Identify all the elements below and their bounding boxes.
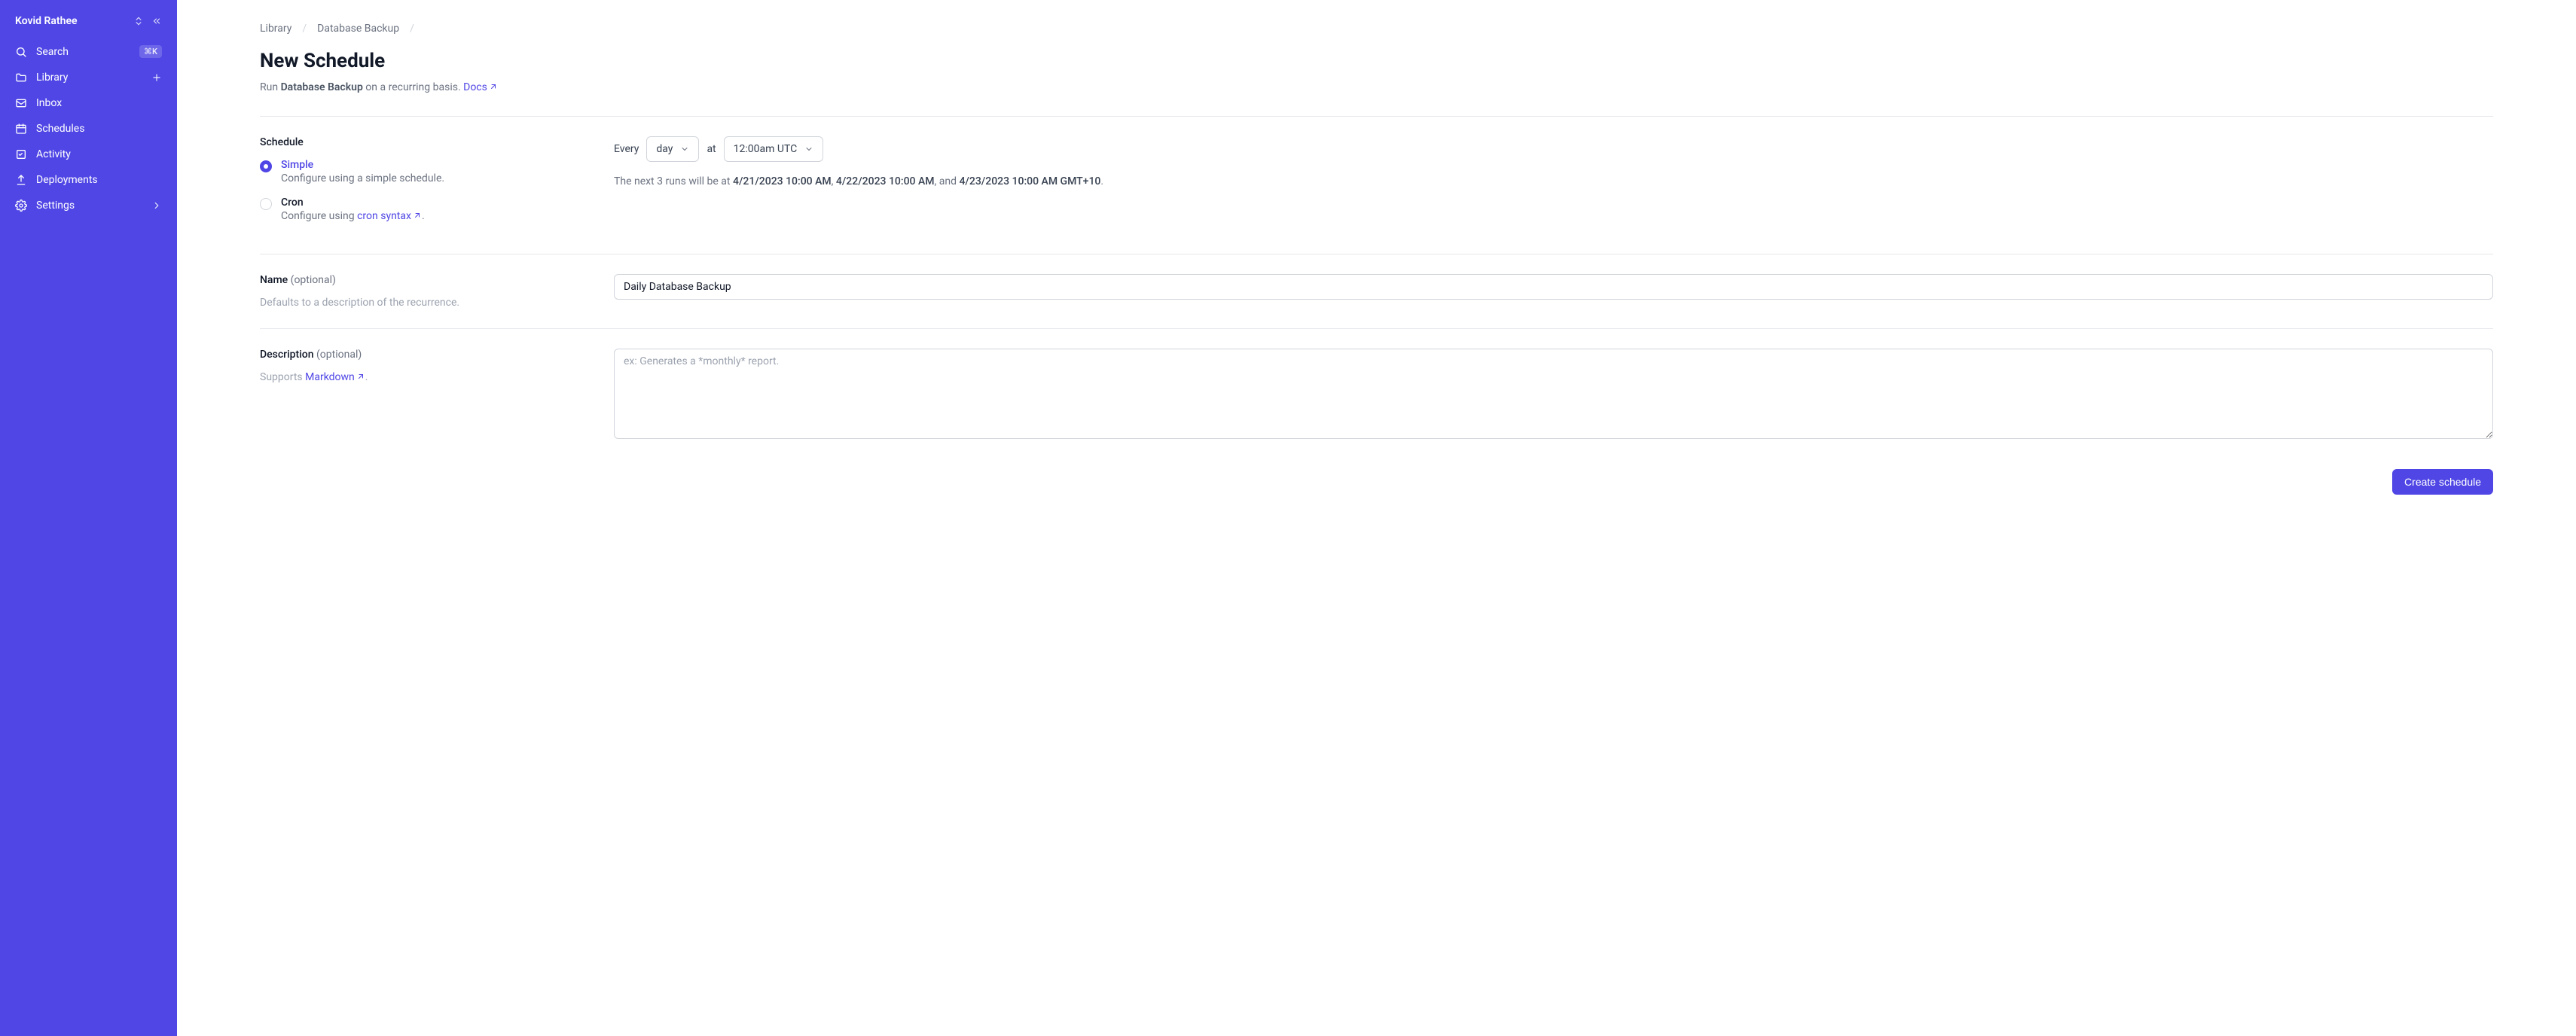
search-icon	[15, 46, 27, 58]
radio-cron-desc: Configure using cron syntax.	[281, 210, 425, 222]
description-label: Description	[260, 349, 314, 361]
sidebar-item-label: Search	[36, 46, 130, 58]
folder-icon	[15, 72, 27, 84]
search-shortcut: ⌘K	[139, 45, 162, 58]
description-optional: (optional)	[314, 349, 362, 361]
schedule-section-right: Every day at 12:00am UTC The next 3 runs…	[614, 136, 2493, 234]
upload-icon	[15, 174, 27, 186]
sidebar-item-label: Activity	[36, 148, 162, 160]
description-section: Description (optional) Supports Markdown…	[260, 328, 2493, 462]
at-label: at	[707, 143, 716, 155]
markdown-link[interactable]: Markdown	[305, 371, 365, 383]
sidebar-item-search[interactable]: Search ⌘K	[8, 39, 169, 64]
next-run-1: 4/21/2023 10:00 AM	[733, 175, 832, 187]
next-run-3: 4/23/2023 10:00 AM GMT+10	[959, 175, 1100, 187]
sidebar-item-label: Schedules	[36, 123, 162, 135]
name-section-right	[614, 274, 2493, 309]
breadcrumb-backup[interactable]: Database Backup	[317, 23, 399, 35]
external-link-icon	[413, 211, 422, 220]
chevron-right-icon	[151, 200, 162, 211]
breadcrumb-separator: /	[410, 23, 414, 35]
sidebar: Kovid Rathee Search ⌘K Library Inbox	[0, 0, 177, 1036]
name-optional: (optional)	[288, 274, 336, 286]
external-link-icon	[356, 372, 365, 381]
docs-link[interactable]: Docs	[463, 81, 498, 93]
sort-icon[interactable]	[133, 16, 144, 26]
external-link-icon	[489, 82, 498, 91]
sidebar-item-label: Settings	[36, 200, 142, 212]
schedule-row: Every day at 12:00am UTC	[614, 136, 2493, 162]
radio-simple-desc: Configure using a simple schedule.	[281, 172, 444, 184]
radio-option-simple[interactable]: Simple Configure using a simple schedule…	[260, 159, 584, 184]
description-help-prefix: Supports	[260, 371, 305, 383]
next-runs-prefix: The next 3 runs will be at	[614, 175, 733, 187]
time-value: 12:00am UTC	[734, 143, 798, 155]
subtitle-suffix: on a recurring basis.	[363, 81, 463, 93]
description-help-suffix: .	[365, 371, 368, 383]
sidebar-header-icons	[133, 16, 162, 26]
sidebar-item-library[interactable]: Library	[8, 66, 169, 90]
inbox-icon	[15, 97, 27, 109]
page-title: New Schedule	[260, 50, 2493, 72]
sidebar-item-schedules[interactable]: Schedules	[8, 117, 169, 141]
sidebar-item-deployments[interactable]: Deployments	[8, 168, 169, 192]
next-runs-text: The next 3 runs will be at 4/21/2023 10:…	[614, 175, 2493, 187]
radio-cron-label: Cron	[281, 197, 425, 209]
schedule-section-left: Schedule Simple Configure using a simple…	[260, 136, 584, 234]
description-help: Supports Markdown.	[260, 371, 584, 383]
sidebar-header: Kovid Rathee	[8, 9, 169, 33]
next-run-2: 4/22/2023 10:00 AM	[836, 175, 935, 187]
frequency-value: day	[656, 143, 673, 155]
create-schedule-button[interactable]: Create schedule	[2392, 469, 2493, 495]
user-name[interactable]: Kovid Rathee	[15, 15, 78, 27]
description-section-left: Description (optional) Supports Markdown…	[260, 349, 584, 442]
breadcrumb: Library / Database Backup /	[260, 23, 2493, 35]
name-section-header: Name (optional)	[260, 274, 584, 286]
collapse-sidebar-icon[interactable]	[151, 16, 162, 26]
description-section-header: Description (optional)	[260, 349, 584, 361]
sidebar-item-activity[interactable]: Activity	[8, 142, 169, 166]
docs-label: Docs	[463, 81, 487, 93]
time-select[interactable]: 12:00am UTC	[724, 136, 824, 162]
cron-desc-suffix: .	[422, 210, 425, 222]
name-help: Defaults to a description of the recurre…	[260, 297, 584, 309]
schedule-section-label: Schedule	[260, 136, 584, 148]
radio-cron[interactable]	[260, 198, 272, 210]
sidebar-item-inbox[interactable]: Inbox	[8, 91, 169, 115]
name-input[interactable]	[614, 274, 2493, 300]
breadcrumb-library[interactable]: Library	[260, 23, 291, 35]
sidebar-item-label: Deployments	[36, 174, 162, 186]
gear-icon	[15, 200, 27, 212]
sidebar-item-settings[interactable]: Settings	[8, 193, 169, 218]
subtitle-bold: Database Backup	[281, 81, 363, 93]
calendar-icon	[15, 123, 27, 135]
chevron-down-icon	[804, 145, 813, 154]
breadcrumb-separator: /	[302, 23, 307, 35]
page-subtitle: Run Database Backup on a recurring basis…	[260, 81, 2493, 93]
activity-icon	[15, 148, 27, 160]
main-content: Library / Database Backup / New Schedule…	[177, 0, 2576, 1036]
footer: Create schedule	[260, 469, 2493, 495]
radio-simple-label: Simple	[281, 159, 444, 171]
description-textarea[interactable]	[614, 349, 2493, 439]
radio-simple[interactable]	[260, 160, 272, 172]
schedule-section: Schedule Simple Configure using a simple…	[260, 116, 2493, 254]
description-section-right	[614, 349, 2493, 442]
cron-syntax-link[interactable]: cron syntax	[357, 210, 422, 222]
sidebar-item-label: Inbox	[36, 97, 162, 109]
name-section: Name (optional) Defaults to a descriptio…	[260, 254, 2493, 328]
name-label: Name	[260, 274, 288, 286]
chevron-down-icon	[680, 145, 689, 154]
every-label: Every	[614, 143, 639, 155]
sidebar-item-label: Library	[36, 72, 142, 84]
name-section-left: Name (optional) Defaults to a descriptio…	[260, 274, 584, 309]
frequency-select[interactable]: day	[646, 136, 699, 162]
cron-desc-prefix: Configure using	[281, 210, 357, 222]
radio-option-cron[interactable]: Cron Configure using cron syntax.	[260, 197, 584, 222]
subtitle-prefix: Run	[260, 81, 281, 93]
plus-icon[interactable]	[151, 72, 162, 83]
